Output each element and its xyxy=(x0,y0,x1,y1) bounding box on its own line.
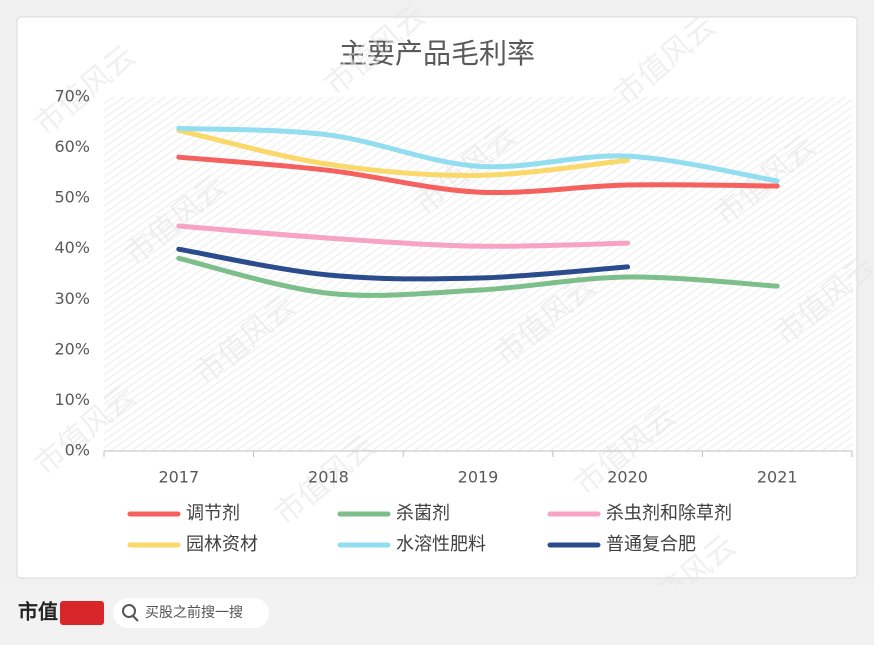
y-tick-label: 20% xyxy=(54,339,90,358)
y-tick-label: 40% xyxy=(54,238,90,257)
y-tick-label: 0% xyxy=(65,441,90,460)
x-tick-label: 2021 xyxy=(757,468,798,487)
y-tick-label: 10% xyxy=(54,390,90,409)
legend-label: 杀虫剂和除草剂 xyxy=(606,503,732,524)
legend-label: 水溶性肥料 xyxy=(396,534,486,555)
x-tick-label: 2019 xyxy=(458,468,499,487)
legend-label: 园林资材 xyxy=(186,534,258,555)
x-tick-label: 2018 xyxy=(308,468,349,487)
y-tick-label: 30% xyxy=(54,289,90,308)
series-line xyxy=(176,127,631,178)
series-line xyxy=(176,125,780,184)
brand-logo xyxy=(60,601,104,625)
chart-title: 主要产品毛利率 xyxy=(339,37,535,70)
plot: 0% 10% 20% 30% 40% 50% 60% 70% 2017 2018 2019 2020 2… xyxy=(54,87,853,487)
x-tick-label: 2017 xyxy=(158,468,199,487)
brand: 市值 xyxy=(18,600,58,624)
y-tick-label: 60% xyxy=(54,137,90,156)
x-tick-label: 2020 xyxy=(607,468,648,487)
legend-label: 普通复合肥 xyxy=(606,534,696,555)
search-icon xyxy=(122,604,136,618)
series-line xyxy=(176,223,631,249)
legend-label: 杀菌剂 xyxy=(396,503,450,524)
series-line xyxy=(176,154,780,195)
search-placeholder: 买股之前搜一搜 xyxy=(145,604,243,621)
legend-label: 调节剂 xyxy=(186,503,240,524)
y-tick-label: 50% xyxy=(54,188,90,207)
search-box[interactable] xyxy=(113,598,269,628)
y-tick-label: 70% xyxy=(54,87,90,106)
series-line xyxy=(176,255,780,298)
series-line xyxy=(176,246,631,282)
search-icon-handle xyxy=(132,615,139,622)
